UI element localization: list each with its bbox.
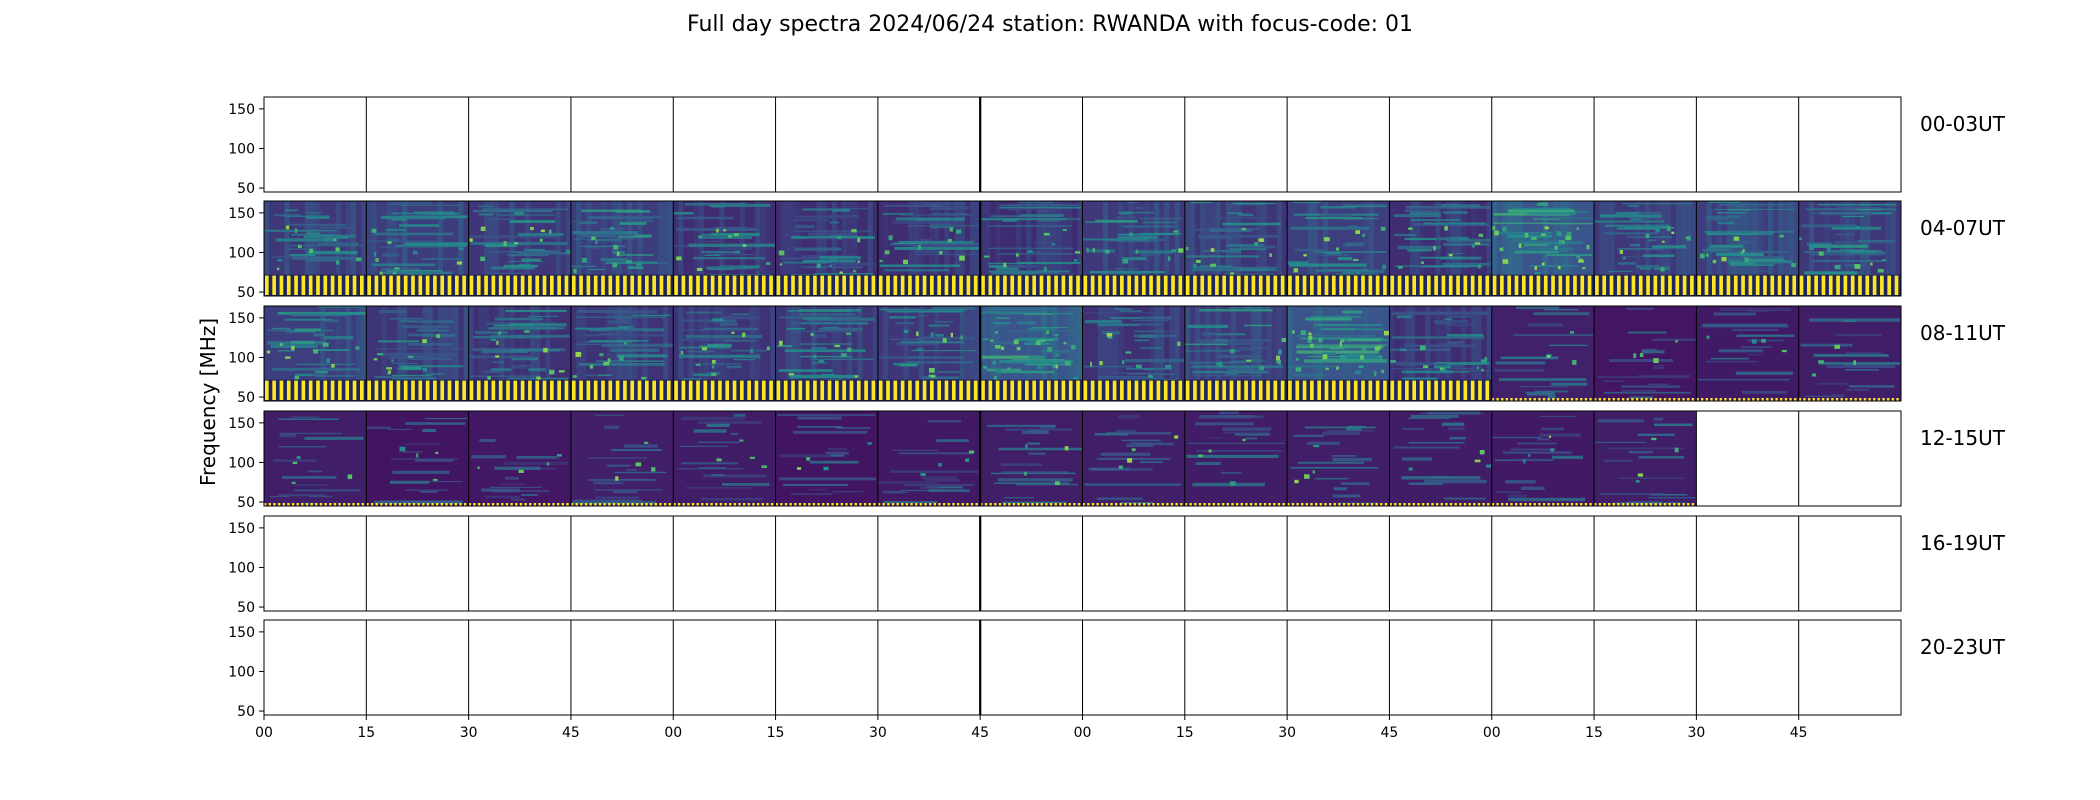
spectrogram-panel: [1389, 306, 1492, 401]
row-frame: [263, 305, 1902, 402]
x-tick-label: 00: [1074, 725, 1092, 741]
row-frame: [263, 200, 1902, 297]
spectrogram-panel: [1184, 411, 1288, 506]
spectrogram-panel: [1082, 201, 1185, 296]
row-12-15UT: [264, 411, 1697, 506]
y-tick-label: 100: [228, 245, 255, 261]
spectrogram-panel: [1491, 306, 1595, 401]
spectrogram-panel: [1696, 201, 1799, 296]
spectrogram-panel: [570, 306, 674, 401]
x-tick-label: 45: [1381, 725, 1399, 741]
spectrogram-panel: [877, 201, 981, 296]
spectrogram-panel: [366, 411, 469, 506]
x-tick-label: 00: [1483, 725, 1501, 741]
y-tick-label: 50: [237, 181, 255, 197]
y-tick-label: 50: [237, 600, 255, 616]
y-tick-label: 150: [228, 625, 255, 641]
y-tick-label: 150: [228, 102, 255, 118]
spectrogram-panel: [1594, 306, 1697, 401]
spectrogram-panel: [877, 306, 981, 401]
row-label: 20-23UT: [1920, 635, 2006, 659]
spectrogram-panel: [468, 411, 571, 506]
spectrogram-panel: [673, 306, 776, 401]
spectrogram-panel: [570, 411, 674, 506]
spectrogram-panel: [1184, 201, 1288, 296]
row-label: 12-15UT: [1920, 426, 2006, 450]
spectrogram-panel: [1287, 411, 1390, 506]
y-tick-label: 150: [228, 311, 255, 327]
spectrogram-panel: [1082, 411, 1185, 506]
x-tick-label: 00: [664, 725, 682, 741]
spectrogram-panel: [1798, 306, 1901, 401]
spectrogram-panel: [570, 201, 674, 296]
spectrogram-panel: [264, 201, 367, 296]
row-label: 16-19UT: [1920, 531, 2006, 555]
spectrogram-panel: [775, 306, 878, 401]
y-tick-label: 150: [228, 206, 255, 222]
y-tick-label: 150: [228, 521, 255, 537]
y-tick-label: 50: [237, 495, 255, 511]
spectrogram-panel: [1287, 201, 1390, 296]
row-label: 00-03UT: [1920, 112, 2006, 136]
spectrogram-panel: [1491, 411, 1595, 506]
y-tick-label: 100: [228, 455, 255, 471]
x-tick-label: 45: [1790, 725, 1808, 741]
spectrogram-panel: [468, 201, 572, 296]
y-tick-label: 100: [228, 350, 255, 366]
x-tick-label: 30: [1278, 725, 1296, 741]
x-tick-label: 15: [1176, 725, 1194, 741]
spectrogram-panel: [366, 201, 469, 296]
y-tick-label: 100: [228, 141, 255, 157]
spectrogram-panel: [673, 411, 776, 506]
x-tick-label: 15: [1585, 725, 1603, 741]
y-tick-label: 50: [237, 285, 255, 301]
x-tick-label: 15: [357, 725, 375, 741]
y-tick-label: 100: [228, 664, 255, 680]
y-tick-label: 100: [228, 560, 255, 576]
x-tick-label: 45: [971, 725, 989, 741]
spectrogram-panel: [980, 411, 1083, 506]
spectrogram-panel: [1491, 201, 1595, 296]
row-frame: [263, 96, 1902, 193]
spectrogram-panel: [877, 411, 981, 506]
spectrogram-panel: [1184, 306, 1288, 401]
spectrogram-panel: [775, 411, 878, 506]
spectrogram-panel: [1082, 306, 1185, 401]
spectrogram-panel: [468, 306, 571, 401]
x-tick-label: 15: [767, 725, 785, 741]
spectrogram-panel: [1389, 201, 1492, 296]
row-frame: [263, 410, 1902, 507]
spectrogram-panel: [673, 201, 776, 296]
spectrogram-panel: [366, 306, 469, 401]
row-label: 08-11UT: [1920, 321, 2006, 345]
row-04-07UT: [264, 201, 1901, 296]
spectrogram-panel: [1594, 201, 1697, 296]
spectrogram-panel: [980, 306, 1083, 401]
chart-title: Full day spectra 2024/06/24 station: RWA…: [687, 12, 1413, 37]
y-tick-label: 50: [237, 704, 255, 720]
x-tick-label: 45: [562, 725, 580, 741]
x-tick-label: 00: [255, 725, 273, 741]
x-tick-label: 30: [1687, 725, 1705, 741]
x-tick-label: 30: [869, 725, 887, 741]
x-tick-label: 30: [460, 725, 478, 741]
spectrogram-panel: [264, 411, 367, 506]
spectrogram-panel: [264, 306, 367, 401]
spectrogram-panel: [775, 201, 878, 296]
y-tick-label: 150: [228, 416, 255, 432]
spectrogram-panel: [1696, 306, 1799, 401]
spectrogram-panel: [1287, 306, 1390, 401]
row-label: 04-07UT: [1920, 216, 2006, 240]
spectrogram-panel: [1798, 201, 1901, 296]
row-08-11UT: [264, 306, 1901, 401]
spectrogram-panel: [1594, 411, 1697, 506]
y-tick-label: 50: [237, 390, 255, 406]
row-frame: [263, 515, 1902, 612]
spectrogram-panel: [980, 201, 1083, 296]
spectrogram-panel: [1389, 411, 1492, 506]
